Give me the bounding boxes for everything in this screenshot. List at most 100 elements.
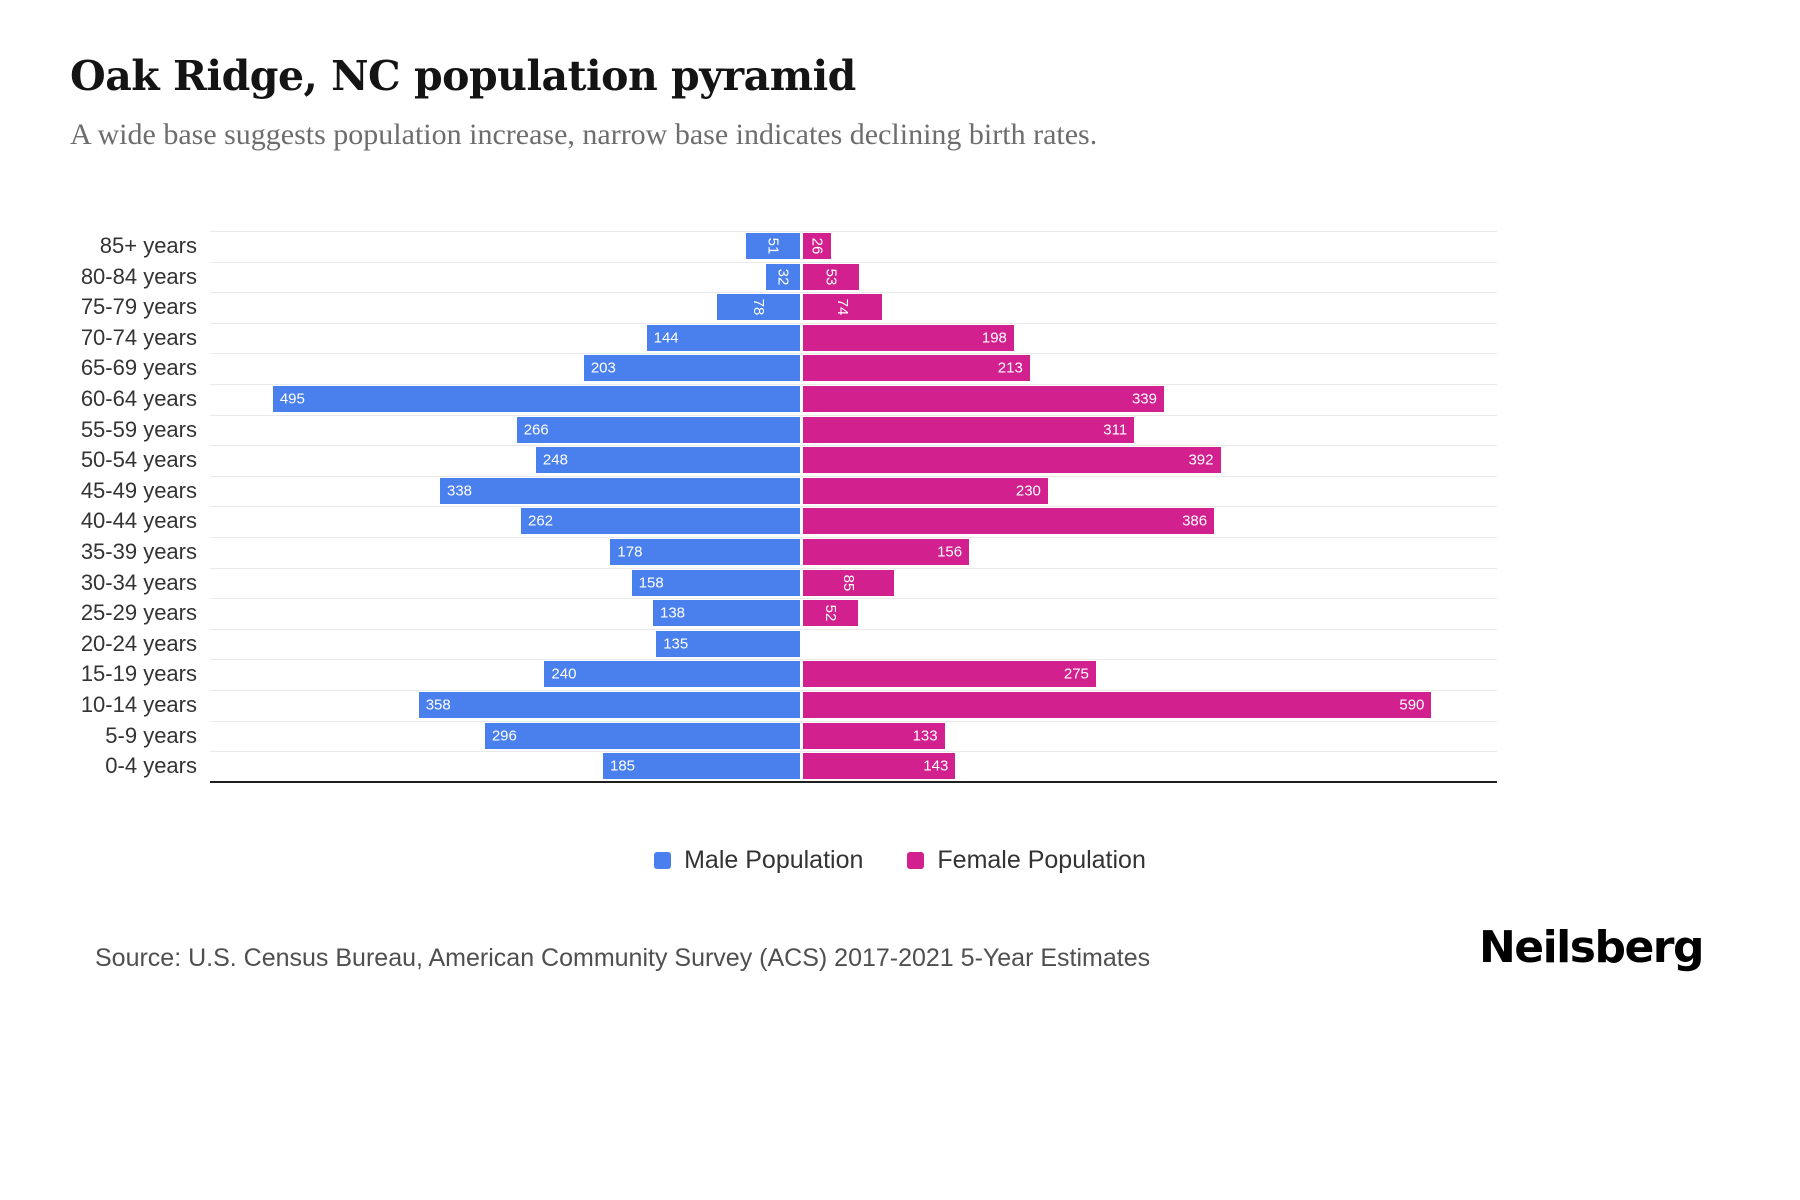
bar-value-label: 590: [1399, 696, 1425, 714]
gridline: [210, 536, 1497, 538]
gridline: [210, 261, 1497, 263]
bar-value-label: 51: [764, 237, 782, 255]
gridline: [210, 322, 1497, 324]
bar-value-label: 52: [822, 604, 840, 622]
gridline: [210, 689, 1497, 691]
male-bar: 185: [603, 753, 800, 780]
male-bar: 51: [745, 233, 800, 259]
gridline: [210, 353, 1497, 355]
bar-value-label: 392: [1188, 451, 1214, 469]
age-group-label: 65-69 years: [80, 355, 197, 381]
age-group-label: 85+ years: [99, 233, 197, 258]
male-bar: 144: [646, 324, 800, 351]
age-group-label: 40-44 years: [80, 508, 197, 534]
female-legend-label: Female Population: [937, 846, 1146, 874]
x-axis-line: [210, 781, 1497, 783]
legend-item-male[interactable]: Male Population: [654, 846, 863, 875]
age-group-label: 25-29 years: [80, 600, 197, 626]
bar-value-label: 338: [447, 482, 473, 500]
gridline: [210, 292, 1497, 294]
male-bar: 158: [631, 569, 800, 596]
bar-value-label: 339: [1131, 390, 1157, 408]
female-bar: 230: [803, 477, 1048, 504]
bar-value-label: 311: [1103, 421, 1128, 439]
bar-value-label: 144: [653, 329, 679, 347]
bar-value-label: 178: [617, 543, 643, 561]
male-bar: 266: [516, 416, 800, 443]
pyramid-row: 85+ years 51 26: [0, 231, 1800, 262]
bar-value-label: 32: [774, 268, 792, 285]
male-bar: 495: [272, 385, 800, 412]
female-bar: 311: [803, 416, 1135, 443]
bar-value-label: 386: [1182, 512, 1208, 530]
female-bar: 392: [803, 447, 1221, 474]
female-bar: 590: [803, 691, 1432, 718]
age-group-label: 35-39 years: [80, 538, 197, 564]
male-bar: 135: [656, 630, 800, 657]
female-bar: 74: [803, 294, 882, 321]
male-bar: 358: [418, 691, 800, 718]
pyramid-chart: 85+ years 51 26 80-84 years 32 53 75-79 years 7…: [0, 231, 1800, 791]
gridline: [210, 414, 1497, 416]
pyramid-row: 70-74 years 144 198: [0, 322, 1800, 354]
bar-value-label: 248: [542, 451, 568, 469]
female-bar: 386: [803, 508, 1215, 535]
bar-value-label: 495: [279, 390, 305, 408]
bar-value-label: 85: [839, 574, 857, 591]
male-bar: 203: [583, 355, 800, 382]
gridline: [210, 751, 1497, 753]
age-group-label: 45-49 years: [80, 477, 197, 503]
female-bar: 52: [803, 600, 859, 627]
gridline: [210, 598, 1497, 600]
female-bar: 133: [803, 722, 945, 749]
gridline: [210, 231, 1497, 232]
age-group-label: 50-54 years: [80, 447, 197, 473]
gridline: [210, 383, 1497, 385]
neilsberg-logo: Neilsberg: [1478, 922, 1705, 973]
age-group-label: 0-4 years: [105, 753, 197, 779]
female-bar: 143: [803, 753, 956, 780]
male-swatch-icon: [654, 852, 672, 869]
bar-value-label: 133: [912, 727, 938, 744]
pyramid-row: 80-84 years 32 53: [0, 261, 1800, 293]
bar-value-label: 53: [822, 268, 840, 285]
age-group-label: 60-64 years: [80, 385, 197, 411]
bar-value-label: 138: [660, 604, 686, 622]
chart-title: Oak Ridge, NC population pyramid: [70, 52, 856, 100]
gridline: [210, 445, 1497, 447]
pyramid-row: 40-44 years 262 386: [0, 506, 1800, 537]
source-text: Source: U.S. Census Bureau, American Com…: [95, 944, 1151, 972]
bar-value-label: 358: [425, 696, 451, 714]
bar-value-label: 143: [923, 757, 949, 775]
pyramid-row: 55-59 years 266 311: [0, 414, 1800, 446]
age-group-label: 5-9 years: [105, 722, 197, 748]
pyramid-row: 65-69 years 203 213: [0, 353, 1800, 384]
female-bar: 198: [803, 324, 1014, 351]
pyramid-row: 50-54 years 248 392: [0, 445, 1800, 476]
pyramid-row: 20-24 years 135: [0, 628, 1800, 660]
age-group-label: 70-74 years: [80, 324, 197, 350]
male-bar: 138: [653, 600, 800, 627]
gridline: [210, 720, 1497, 722]
gridline: [210, 628, 1497, 630]
pyramid-row: 35-39 years 178 156: [0, 536, 1800, 568]
chart-legend: Male Population Female Population: [0, 846, 1800, 875]
female-bar: 156: [803, 538, 970, 565]
male-bar: 248: [535, 447, 800, 474]
bar-value-label: 296: [491, 727, 517, 744]
age-group-label: 80-84 years: [80, 263, 197, 289]
bar-value-label: 156: [937, 543, 963, 561]
female-bar: 26: [803, 233, 831, 259]
pyramid-row: 15-19 years 240 275: [0, 659, 1800, 690]
legend-item-female[interactable]: Female Population: [907, 846, 1146, 875]
gridline: [210, 506, 1497, 508]
bar-value-label: 26: [808, 237, 826, 255]
female-swatch-icon: [907, 852, 925, 869]
plot-rows: 85+ years 51 26 80-84 years 32 53 75-79 years 7…: [0, 231, 1800, 782]
age-group-label: 30-34 years: [80, 569, 197, 595]
male-bar: 178: [610, 538, 800, 565]
pyramid-row: 75-79 years 78 74: [0, 292, 1800, 323]
male-bar: 78: [716, 294, 800, 321]
male-bar: 32: [765, 263, 800, 290]
